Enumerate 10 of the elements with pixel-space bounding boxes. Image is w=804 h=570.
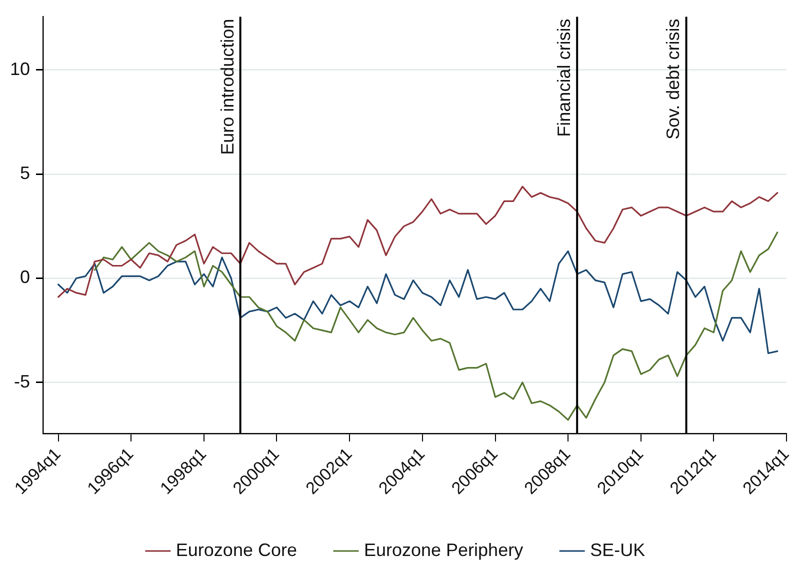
y-tick-label: 5 (20, 163, 30, 184)
ref-line-label: Euro introduction (217, 18, 238, 155)
y-tick-label: -5 (14, 371, 30, 392)
legend-label: Eurozone Periphery (364, 540, 524, 560)
legend-label: SE-UK (590, 540, 646, 560)
y-tick-label: 0 (20, 267, 30, 288)
y-tick-label: 10 (10, 58, 30, 79)
legend-label: Eurozone Core (176, 540, 297, 560)
ref-line-label: Financial crisis (554, 18, 574, 137)
ref-line-label: Sov. debt crisis (663, 18, 684, 140)
